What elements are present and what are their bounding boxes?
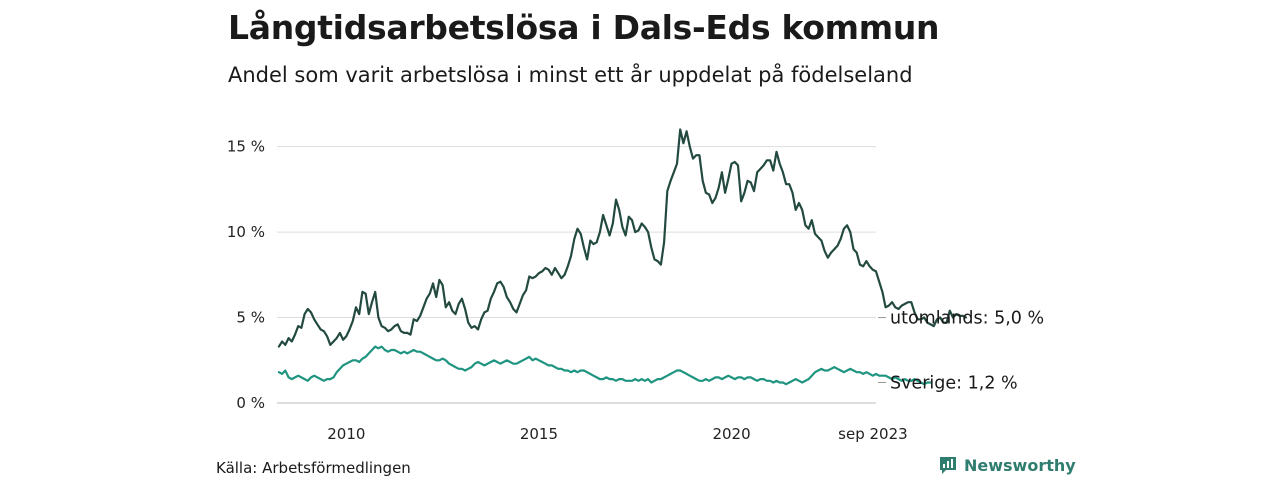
x-axis-ticks: 2010 2015 2020 sep 2023 (327, 425, 907, 443)
y-axis-ticks: 0 % 5 % 10 % 15 % (227, 138, 265, 412)
x-tick-label: sep 2023 (838, 425, 908, 443)
y-tick-label: 15 % (227, 138, 265, 156)
x-tick-label: 2020 (712, 425, 750, 443)
y-tick-label: 5 % (236, 309, 265, 327)
brand-logo[interactable]: Newsworthy (938, 455, 1076, 475)
series-lines (277, 128, 968, 386)
y-tick-label: 0 % (236, 394, 265, 412)
chart-title: Långtidsarbetslösa i Dals-Eds kommun (228, 8, 940, 47)
source-note: Källa: Arbetsförmedlingen (216, 459, 411, 477)
series-end-label-utomlands: utomlands: 5,0 % (890, 309, 1044, 329)
x-tick-label: 2015 (520, 425, 558, 443)
series-line-sverige (277, 345, 932, 386)
series-end-labels: utomlands: 5,0 % Sverige: 1,2 % (878, 309, 1044, 393)
chart-subtitle: Andel som varit arbetslösa i minst ett å… (228, 63, 913, 87)
series-end-label-sverige: Sverige: 1,2 % (890, 373, 1018, 393)
x-tick-label: 2010 (327, 425, 365, 443)
brand-name: Newsworthy (964, 455, 1076, 475)
y-tick-label: 10 % (227, 223, 265, 241)
series-line-utomlands (277, 128, 968, 348)
newsworthy-logo-icon (940, 457, 956, 474)
